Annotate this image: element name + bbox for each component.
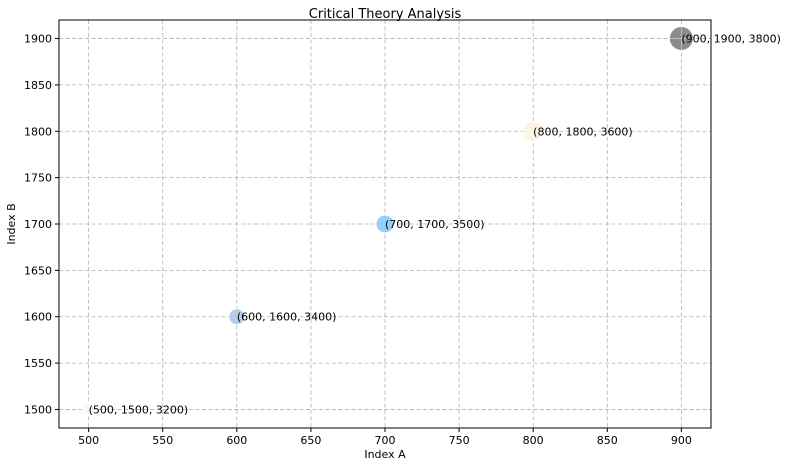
y-axis-label: Index B — [5, 203, 18, 244]
point-label: (700, 1700, 3500) — [385, 218, 485, 231]
chart-title: Critical Theory Analysis — [309, 7, 462, 22]
x-tick-label: 750 — [449, 434, 470, 447]
x-axis-label: Index A — [364, 448, 406, 461]
x-tick-label: 850 — [597, 434, 618, 447]
y-tick-label: 1600 — [24, 311, 52, 324]
data-point — [375, 214, 395, 234]
data-point — [228, 308, 246, 326]
x-tick-label: 900 — [671, 434, 692, 447]
y-tick-label: 1800 — [24, 125, 52, 138]
y-tick-label: 1550 — [24, 357, 52, 370]
x-tick-label: 800 — [523, 434, 544, 447]
x-tick-label: 700 — [375, 434, 396, 447]
point-label: (900, 1900, 3800) — [681, 33, 781, 46]
y-tick-label: 1900 — [24, 33, 52, 46]
y-tick-label: 1750 — [24, 172, 52, 185]
x-tick-label: 500 — [78, 434, 99, 447]
x-tick-label: 600 — [226, 434, 247, 447]
data-point — [82, 402, 96, 416]
y-axis: 1500 1550 1600 1650 1700 1750 1800 1850 1900 — [24, 33, 59, 416]
x-tick-label: 550 — [152, 434, 173, 447]
y-tick-label: 1850 — [24, 79, 52, 92]
y-tick-label: 1500 — [24, 403, 52, 416]
x-tick-label: 650 — [300, 434, 321, 447]
point-label: (800, 1800, 3600) — [533, 125, 633, 138]
data-point — [522, 120, 544, 142]
point-label: (600, 1600, 3400) — [237, 311, 337, 324]
y-tick-label: 1700 — [24, 218, 52, 231]
y-tick-label: 1650 — [24, 264, 52, 277]
point-label: (500, 1500, 3200) — [89, 403, 189, 416]
x-axis: 500 550 600 650 700 750 800 850 900 — [78, 428, 692, 447]
data-points: (500, 1500, 3200) (600, 1600, 3400) (700, … — [82, 26, 781, 416]
